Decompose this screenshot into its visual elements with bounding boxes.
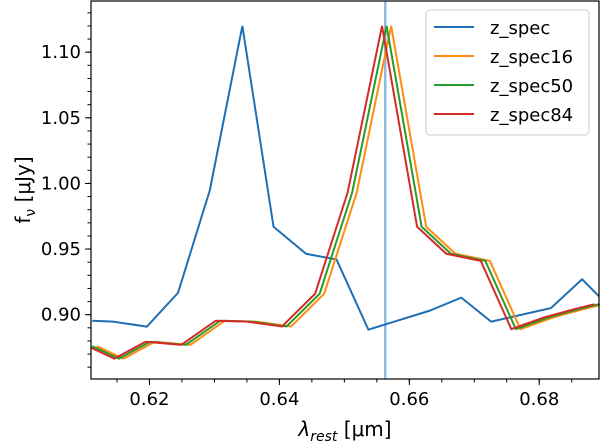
- legend-label: z_spec16: [490, 47, 573, 68]
- series-line-z-spec84: [91, 25, 595, 360]
- legend-box: [425, 9, 590, 136]
- ticks: 0.62 0.64 0.66 0.68 0.90 0.95 1.00 1.05 1.10: [41, 12, 573, 410]
- x-tick-label: 0.66: [389, 389, 429, 410]
- plot-area: [91, 1, 600, 379]
- x-tick-label: 0.68: [519, 389, 559, 410]
- y-tick-label: 1.10: [41, 42, 81, 63]
- y-tick-label: 1.05: [41, 108, 81, 129]
- legend-label: z_spec84: [490, 105, 573, 126]
- y-tick-label: 0.90: [41, 305, 81, 326]
- legend-label: z_spec50: [490, 76, 573, 97]
- x-tick-label: 0.62: [129, 389, 169, 410]
- legend: z_spec z_spec16 z_spec50 z_spec84: [425, 9, 590, 136]
- series-line-z-spec: [92, 25, 600, 331]
- y-axis-label: fν [μJy]: [11, 156, 39, 223]
- y-tick-label: 0.95: [41, 239, 81, 260]
- legend-label: z_spec: [490, 18, 550, 39]
- y-tick-label: 1.00: [41, 173, 81, 194]
- x-axis-label: λrest [μm]: [297, 417, 391, 442]
- axes-frame: [90, 0, 600, 380]
- x-tick-label: 0.64: [259, 389, 299, 410]
